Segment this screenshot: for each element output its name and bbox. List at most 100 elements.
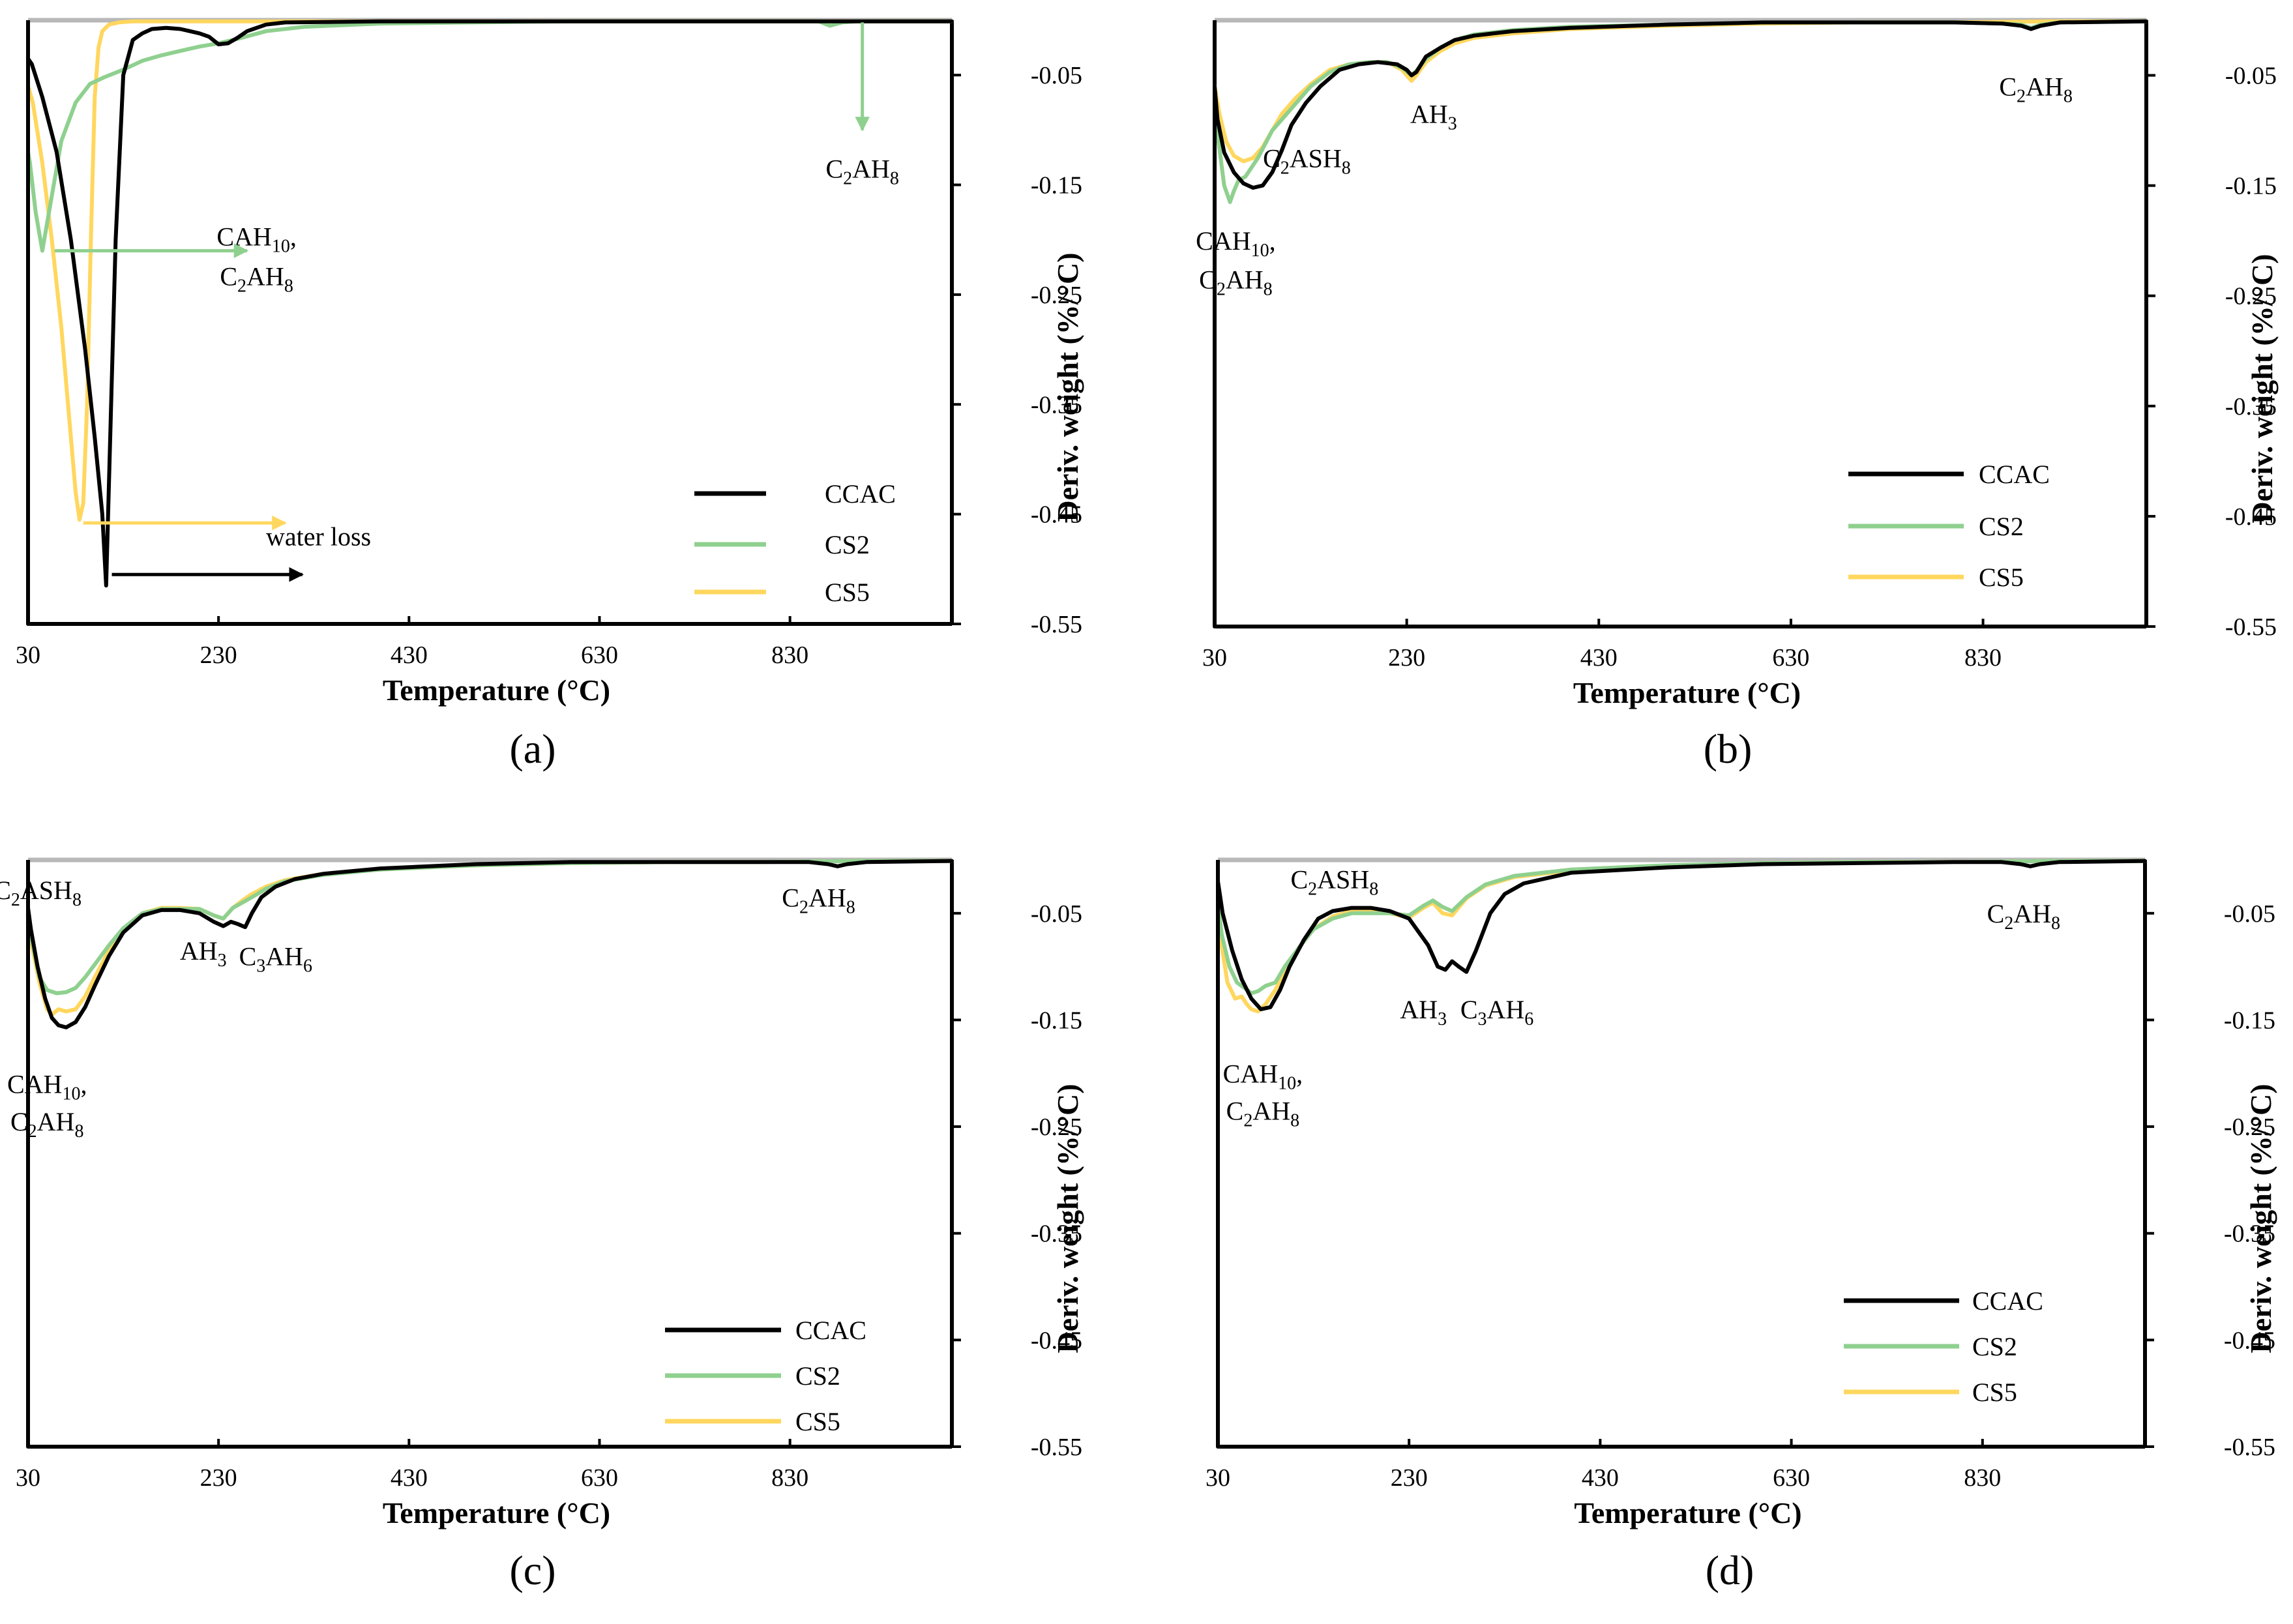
x-tick-label: 230	[200, 1464, 237, 1492]
panel-d: 30 230 430 630 830 -0.05 -0.15 -0.25 -0.35 -0.45 -…	[1206, 857, 2277, 1593]
x-axis-title: Temperature (°C)	[1573, 676, 1801, 709]
y-tick-label: -0.55	[1031, 611, 1082, 638]
y-tick-label: -0.15	[2225, 173, 2277, 200]
legend-label-cs5: CS5	[1979, 563, 2024, 592]
y-tick-label: -0.55	[2224, 1434, 2275, 1461]
annotation-label: C2ASH8	[0, 876, 81, 910]
y-tick-label: -0.45	[1031, 1327, 1082, 1354]
y-tick-label: -0.45	[1031, 501, 1082, 529]
annotation-label: AH3	[1400, 995, 1447, 1029]
annotation-label: C2AH8	[1999, 72, 2072, 106]
series-line-cs2	[26, 19, 954, 626]
annotation-label: C2ASH8	[1263, 143, 1351, 178]
x-axis-title: Temperature (°C)	[383, 673, 610, 707]
series-line-ccac	[1216, 859, 2147, 1449]
panel-label: (c)	[509, 1547, 555, 1593]
annotation-label: C2ASH8	[1290, 864, 1378, 899]
x-tick-label: 30	[1202, 644, 1227, 672]
y-tick-label: -0.05	[1031, 900, 1082, 928]
y-tick-label: -0.05	[2224, 900, 2275, 928]
annotation-label: AH3	[180, 936, 227, 971]
y-tick-label: -0.35	[1031, 1220, 1082, 1248]
panel-label: (d)	[1706, 1547, 1754, 1593]
series-line-cs5	[26, 859, 954, 1449]
annotation-label: C2AH8	[10, 1107, 83, 1142]
x-tick-label: 30	[16, 642, 40, 669]
x-tick-label: 430	[391, 642, 428, 669]
legend-label-cs5: CS5	[795, 1407, 840, 1436]
legend-label-ccac: CCAC	[795, 1316, 866, 1345]
x-tick-label: 430	[1580, 644, 1618, 672]
annotation-label: CAH10,	[1196, 226, 1275, 261]
x-tick-label: 630	[581, 1464, 618, 1492]
x-tick-label: 630	[1772, 644, 1809, 672]
x-tick-label: 230	[1388, 644, 1425, 672]
y-tick-label: -0.15	[1031, 1007, 1082, 1034]
y-tick-label: -0.35	[2224, 1220, 2275, 1248]
legend-label-cs5: CS5	[825, 578, 870, 607]
annotation-label: CAH10,	[7, 1070, 87, 1104]
panel-c: 30 230 430 630 830 -0.05 -0.15 -0.25 -0.35 -0.45 -…	[0, 857, 1084, 1593]
series-line-cs5	[26, 19, 954, 626]
legend-label-cs2: CS2	[825, 530, 870, 559]
series-line-ccac	[26, 19, 954, 626]
y-tick-label: -0.05	[2225, 63, 2277, 90]
annotation-label: CAH10,	[1223, 1059, 1303, 1093]
annotation-label: C3AH6	[239, 941, 312, 976]
y-axis-title: Deriv. weight (%/°C)	[2244, 1084, 2277, 1353]
y-tick-label: -0.55	[2225, 613, 2277, 641]
panel-b: 30 230 430 630 830 -0.05 -0.15 -0.25 -0.35 -0.45 -…	[1196, 18, 2279, 772]
y-tick-label: -0.35	[1031, 391, 1082, 419]
y-tick-label: -0.25	[2224, 1114, 2275, 1141]
x-tick-label: 230	[200, 642, 237, 669]
x-tick-label: 630	[1773, 1464, 1810, 1492]
y-tick-label: -0.25	[1031, 1114, 1082, 1141]
annotation-label: C2AH8	[782, 883, 855, 917]
y-tick-label: -0.25	[1031, 282, 1082, 309]
legend-label-ccac: CCAC	[825, 479, 896, 509]
x-tick-label: 230	[1391, 1464, 1428, 1492]
x-tick-label: 830	[771, 642, 808, 669]
annotation-label: C2AH8	[1199, 265, 1272, 299]
annotation-label: C2AH8	[1226, 1097, 1299, 1131]
panel-a: 30 230 430 630 830 -0.05 -0.15 -0.25 -0.35 -0.45 -…	[16, 18, 1084, 772]
legend-label-cs2: CS2	[1979, 512, 2024, 541]
legend-label-cs2: CS2	[795, 1361, 840, 1391]
annotation-label: water loss	[266, 522, 371, 551]
legend-label-cs2: CS2	[1972, 1332, 2017, 1361]
annotation-label: C2AH8	[220, 261, 293, 296]
x-tick-label: 30	[1206, 1464, 1230, 1492]
x-tick-label: 430	[391, 1464, 428, 1492]
panel-label: (b)	[1704, 726, 1753, 772]
legend-label-ccac: CCAC	[1979, 460, 2050, 489]
y-tick-label: -0.45	[2225, 503, 2277, 531]
panel-label: (a)	[509, 726, 555, 772]
y-axis-title: Deriv. weight (%/°C)	[1051, 252, 1084, 522]
x-tick-label: 630	[581, 642, 618, 669]
series-line-cs2	[26, 859, 954, 1449]
x-axis-title: Temperature (°C)	[383, 1496, 610, 1529]
x-tick-label: 430	[1582, 1464, 1619, 1492]
x-tick-label: 30	[16, 1464, 40, 1492]
x-tick-label: 830	[771, 1464, 808, 1492]
legend-label-ccac: CCAC	[1972, 1286, 2043, 1316]
series-line-ccac	[26, 859, 954, 1449]
x-tick-label: 830	[1964, 1464, 2001, 1492]
annotation-label: AH3	[1410, 100, 1457, 134]
legend-label-cs5: CS5	[1972, 1378, 2017, 1407]
annotation-label: C2AH8	[1987, 899, 2060, 934]
series-line-ccac	[1213, 19, 2148, 628]
x-axis-title: Temperature (°C)	[1574, 1496, 1801, 1529]
y-axis-title: Deriv. weight (%/°C)	[2245, 254, 2279, 523]
y-axis-title: Deriv. weight (%/°C)	[1051, 1084, 1084, 1353]
y-tick-label: -0.15	[2224, 1007, 2275, 1034]
x-tick-label: 830	[1964, 644, 2002, 672]
y-tick-label: -0.45	[2224, 1327, 2275, 1354]
annotation-label: C2AH8	[825, 154, 898, 188]
y-tick-label: -0.35	[2225, 393, 2277, 421]
y-tick-label: -0.25	[2225, 283, 2277, 310]
annotation-label: C3AH6	[1460, 995, 1533, 1029]
y-tick-label: -0.15	[1031, 172, 1082, 199]
y-tick-label: -0.05	[1031, 62, 1082, 89]
